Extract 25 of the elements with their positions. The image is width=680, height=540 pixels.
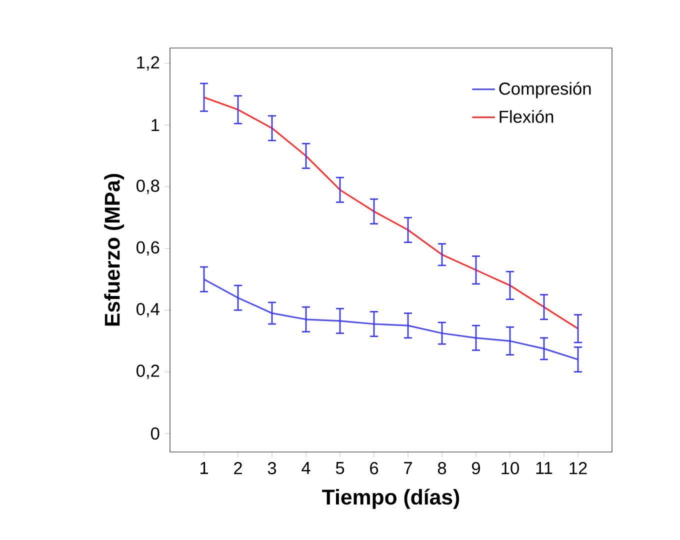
x-tick-label: 7 — [404, 462, 412, 474]
line-series — [203, 278, 579, 360]
x-tick-label: 1 — [200, 462, 208, 474]
x-tick-label: 11 — [536, 462, 552, 474]
y-tick-label: 1,2 — [137, 56, 160, 71]
x-tick-label: 9 — [472, 462, 480, 474]
x-tick-label: 8 — [438, 462, 446, 474]
y-axis-title: Esfuerzo (MPa) — [104, 174, 124, 326]
x-tick-label: 4 — [302, 462, 310, 474]
y-tick-label: 0,8 — [136, 180, 160, 194]
legend-label: Compresión — [499, 82, 591, 98]
x-tick-label: 5 — [336, 462, 344, 474]
x-tick-label: 12 — [570, 462, 587, 474]
y-tick-label: 0 — [150, 427, 160, 440]
legend-label: Flexión — [500, 110, 554, 123]
x-axis-title: Tiempo (días) — [322, 488, 460, 509]
y-tick-label: 0,2 — [136, 364, 160, 379]
x-tick-label: 2 — [234, 462, 242, 474]
line-series — [203, 96, 579, 330]
x-tick-label: 10 — [502, 462, 519, 474]
y-tick-label: 0,4 — [136, 302, 160, 318]
y-tick-label: 1 — [152, 119, 160, 132]
x-tick-label: 3 — [268, 462, 276, 474]
y-tick-label: 0,6 — [136, 241, 160, 256]
x-tick-label: 6 — [370, 462, 378, 474]
